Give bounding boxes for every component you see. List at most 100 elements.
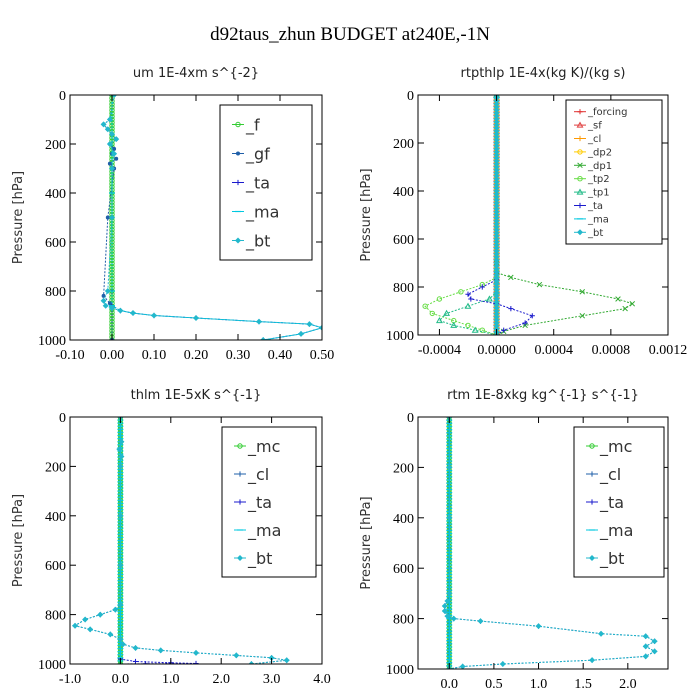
series-point	[112, 146, 117, 151]
y-axis-label: Pressure [hPa]	[359, 168, 374, 261]
series-point	[485, 295, 493, 302]
series-point	[82, 616, 89, 623]
legend-marker	[235, 237, 241, 244]
series-point	[441, 603, 448, 609]
legend-label: _bt	[587, 228, 603, 239]
series-point	[422, 303, 428, 309]
legend-label: _bt	[247, 549, 272, 569]
legend-label: _ma	[599, 521, 633, 541]
y-tick-label: 400	[393, 512, 414, 527]
x-tick-label: 0.50	[310, 348, 335, 363]
x-tick-label: 0.0012	[649, 343, 688, 358]
series-point	[107, 301, 112, 306]
series-point	[477, 618, 484, 625]
y-tick-label: 1000	[386, 329, 414, 344]
series-point	[109, 282, 115, 288]
y-tick-label: 600	[45, 236, 66, 251]
series-point	[579, 313, 586, 319]
x-tick-label: 4.0	[313, 672, 331, 687]
legend-label: _cl	[599, 465, 621, 485]
x-tick-label: 1.5	[574, 677, 592, 692]
series-point	[642, 643, 649, 650]
y-tick-label: 0	[407, 89, 414, 104]
legend-label: _bt	[245, 232, 270, 252]
series-point	[248, 661, 255, 664]
series-point	[111, 150, 118, 157]
legend-marker	[577, 202, 583, 209]
panel-title: rtm 1E-8xkg kg^{-1} s^{-1}	[447, 388, 639, 403]
series-point	[113, 136, 120, 143]
legend-label: _dp2	[587, 147, 612, 158]
x-tick-label: 0.40	[268, 348, 293, 363]
chart-panel-2: rtpthlp 1E-4x(kg K)/(kg s) Pressure [hPa]…	[359, 66, 687, 358]
legend-label: _cl	[247, 465, 269, 485]
series-point	[112, 606, 119, 613]
legend-marker	[576, 121, 584, 128]
series-point	[458, 289, 464, 295]
series-point	[443, 309, 451, 316]
series-point	[100, 121, 107, 128]
y-tick-label: 200	[393, 461, 414, 476]
legend-label: _ta	[245, 174, 270, 194]
plot-frame	[69, 416, 323, 665]
series-group	[441, 417, 658, 669]
series-point	[535, 623, 542, 630]
y-tick-label: 1000	[38, 658, 66, 673]
series-point	[468, 296, 474, 302]
series-point	[109, 233, 115, 239]
legend-marker	[237, 555, 243, 561]
plot-frame	[417, 94, 669, 336]
y-tick-label: 200	[393, 137, 414, 152]
chart-panel-1: um 1E-4xm s^{-2} Pressure [hPa] 0 200 400 600…	[11, 66, 334, 363]
series-point	[117, 636, 124, 643]
y-tick-label: 600	[393, 233, 414, 248]
series-point	[109, 165, 115, 172]
series-point	[109, 214, 115, 221]
series-point	[107, 631, 114, 638]
series-point	[298, 330, 304, 337]
legend-marker	[237, 443, 243, 449]
figure-title: d92taus_zhun BUDGET at240E,-1N	[210, 24, 490, 45]
x-tick-label: 0.20	[184, 348, 209, 363]
series-point	[642, 633, 649, 640]
series-point	[446, 464, 453, 471]
series-point	[446, 514, 453, 521]
series-point	[87, 626, 94, 633]
series-point	[132, 644, 139, 651]
y-tick-label: 400	[45, 510, 66, 525]
series-point	[105, 215, 110, 220]
legend-label: _tp2	[587, 174, 610, 185]
series-point	[598, 630, 605, 637]
series-line-tp1	[438, 95, 498, 335]
x-tick-label: -0.10	[55, 348, 84, 363]
series-point	[109, 305, 115, 312]
legend-label: _ta	[599, 493, 624, 513]
series-point	[100, 297, 107, 304]
panel-title: thlm 1E-5xK s^{-1}	[131, 388, 262, 403]
series-point	[501, 327, 507, 333]
series-point	[589, 657, 596, 664]
legend-marker	[576, 188, 584, 195]
series-point	[101, 293, 106, 298]
legend: _f _gf _ta _ma _bt	[219, 104, 313, 261]
legend-marker	[577, 149, 583, 155]
legend-label: _ma	[245, 203, 279, 223]
series-point	[157, 647, 164, 654]
panels-container: um 1E-4xm s^{-2} Pressure [hPa] 0 200 400 600…	[11, 66, 687, 692]
x-tick-label: 0.0008	[592, 343, 631, 358]
series-point	[193, 649, 199, 656]
chart-panel-4: rtm 1E-8xkg kg^{-1} s^{-1} Pressure [hPa]…	[359, 388, 669, 692]
legend-marker	[577, 162, 583, 169]
legend-marker	[235, 179, 241, 186]
legend-marker	[589, 471, 595, 477]
series-point	[479, 327, 485, 333]
x-tick-label: 0.5	[485, 677, 503, 692]
y-tick-label: 800	[393, 281, 414, 296]
series-point	[651, 638, 658, 645]
legend-label: _sf	[587, 121, 602, 132]
series-point	[306, 321, 313, 328]
legend-marker	[236, 151, 240, 156]
series-point	[106, 141, 113, 147]
x-tick-label: -1.0	[59, 672, 81, 687]
series-point	[118, 453, 125, 460]
